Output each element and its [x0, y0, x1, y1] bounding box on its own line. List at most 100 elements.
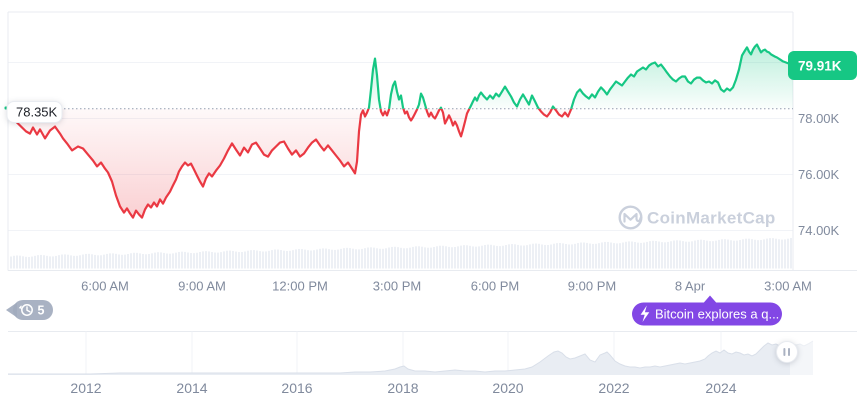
volume-bar [16, 255, 18, 269]
volume-bar [256, 250, 258, 269]
volume-bar [622, 242, 624, 269]
volume-bar [58, 255, 60, 269]
volume-bar [364, 248, 366, 269]
volume-bar [154, 252, 156, 269]
volume-bar [517, 244, 519, 269]
volume-bar [358, 249, 360, 269]
volume-bar [202, 251, 204, 269]
volume-bar [664, 242, 666, 269]
volume-bar [268, 250, 270, 269]
volume-bar [52, 256, 54, 269]
volume-bar [337, 249, 339, 269]
volume-bar [13, 255, 15, 269]
volume-bar [280, 250, 282, 269]
year-label: 2012 [70, 380, 101, 396]
volume-bar [721, 239, 723, 269]
volume-bar [28, 256, 30, 269]
volume-bar [130, 253, 132, 269]
volume-bar [778, 239, 780, 269]
volume-bar [697, 239, 699, 269]
brush-handle[interactable] [776, 341, 798, 363]
volume-bar [742, 239, 744, 269]
volume-bar [64, 254, 66, 269]
volume-bar [73, 255, 75, 269]
volume-bar [94, 254, 96, 269]
y-axis-label: 76.00K [798, 167, 840, 182]
volume-bar [277, 249, 279, 269]
volume-bar [685, 241, 687, 269]
volume-bar [466, 245, 468, 269]
volume-bar [295, 249, 297, 269]
x-axis-label: 6:00 AM [81, 279, 129, 294]
volume-bar [610, 242, 612, 269]
volume-bar [430, 247, 432, 269]
volume-bar [385, 248, 387, 269]
volume-bar [415, 246, 417, 269]
volume-bar [139, 253, 141, 269]
history-brush-plot[interactable]: 2012 2014 2016 2018 2020 2022 2024 [8, 331, 857, 397]
volume-bar [571, 244, 573, 269]
volume-bar [487, 244, 489, 269]
volume-bar [460, 245, 462, 269]
x-axis-label: 8 Apr [675, 279, 706, 294]
history-badge[interactable]: 5 [6, 300, 53, 320]
volume-bar [133, 252, 135, 269]
volume-bar [325, 248, 327, 269]
volume-bar [313, 250, 315, 269]
volume-bar [67, 254, 69, 269]
news-badge[interactable]: Bitcoin explores a q... [632, 295, 782, 326]
volume-bar [736, 240, 738, 269]
volume-bar [91, 254, 93, 269]
volume-bar [631, 241, 633, 269]
volume-bar [490, 244, 492, 269]
volume-bar [160, 252, 162, 269]
x-axis-label: 12:00 PM [272, 279, 328, 294]
volume-bar [625, 241, 627, 269]
volume-bar [31, 256, 33, 269]
volume-bar [289, 250, 291, 269]
volume-bar [316, 249, 318, 269]
volume-bar [109, 253, 111, 269]
volume-bar [580, 242, 582, 269]
volume-bar [376, 248, 378, 269]
volume-bar [775, 238, 777, 269]
year-label: 2022 [598, 380, 629, 396]
volume-bar [643, 242, 645, 269]
volume-bar [136, 252, 138, 269]
volume-bar [382, 248, 384, 269]
volume-bar [478, 246, 480, 269]
volume-bar [301, 249, 303, 269]
year-label: 2014 [176, 380, 207, 396]
volume-bar [70, 255, 72, 269]
volume-bar [655, 240, 657, 269]
volume-bar [40, 254, 42, 269]
price-line-red [6, 108, 573, 219]
pause-icon [783, 348, 790, 356]
x-axis-label: 3:00 AM [764, 279, 812, 294]
volume-bar [394, 246, 396, 269]
volume-bar [652, 240, 654, 269]
volume-bar [715, 240, 717, 269]
volume-bar [157, 252, 159, 269]
x-axis-label: 9:00 AM [178, 279, 226, 294]
volume-bar [370, 247, 372, 269]
volume-bar [103, 254, 105, 269]
year-label: 2020 [492, 380, 523, 396]
volume-bar [760, 240, 762, 269]
volume-bar [442, 245, 444, 269]
volume-bar [484, 244, 486, 269]
price-badge-label: 79.91K [798, 59, 842, 74]
volume-bar [247, 250, 249, 269]
volume-bar [391, 246, 393, 269]
volume-bar [700, 239, 702, 269]
volume-bar [397, 247, 399, 269]
watermark-text: CoinMarketCap [647, 209, 776, 228]
volume-bar [193, 253, 195, 269]
volume-bar [454, 247, 456, 269]
volume-bar [361, 248, 363, 269]
volume-bar [172, 253, 174, 269]
volume-bar [646, 241, 648, 269]
